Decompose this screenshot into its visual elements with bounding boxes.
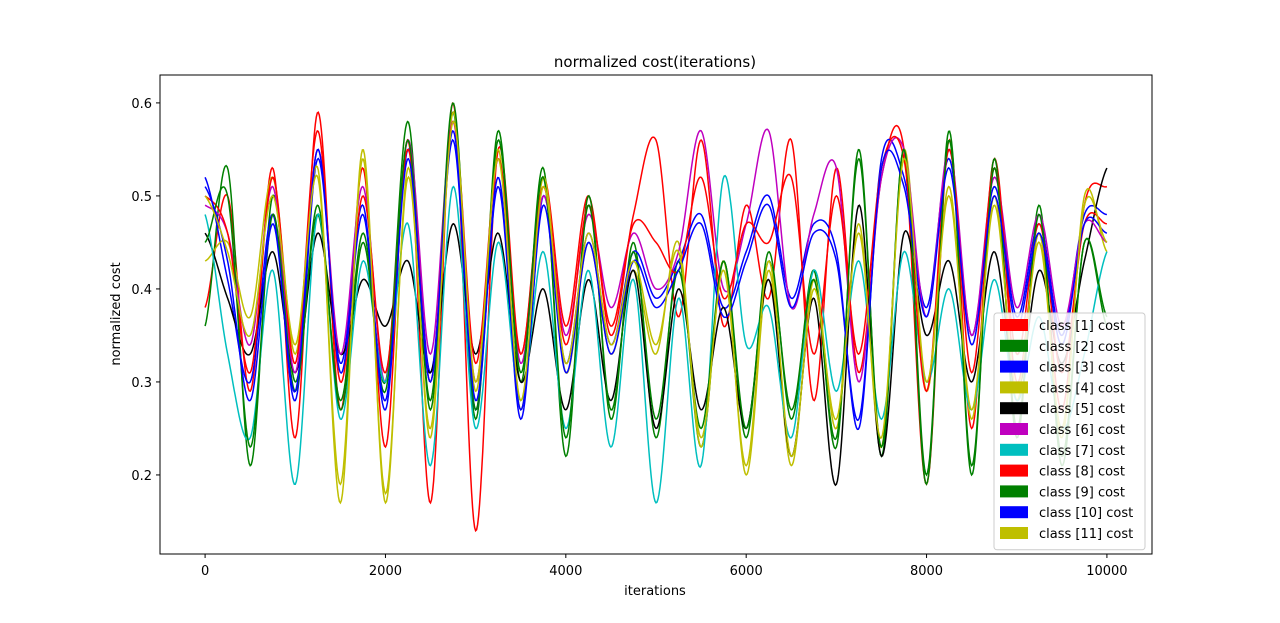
legend-swatch	[1000, 402, 1028, 415]
y-axis: 0.2 0.3 0.4 0.5 0.6	[131, 97, 160, 484]
legend-label: class [2] cost	[1039, 340, 1125, 355]
legend-label: class [4] cost	[1039, 381, 1125, 396]
legend-box	[993, 312, 1146, 551]
legend-label: class [6] cost	[1039, 423, 1125, 438]
x-tick-label: 8000	[910, 564, 943, 579]
legend-swatch	[1000, 381, 1028, 394]
x-tick-label: 6000	[730, 564, 763, 579]
legend-swatch	[1000, 319, 1028, 331]
y-tick-label: 0.3	[131, 376, 152, 391]
legend: class [1] cost class [2] cost class [3] co…	[993, 312, 1146, 551]
x-axis-label: iterations	[624, 584, 686, 599]
x-axis: 0 2000 4000 6000 8000 10000	[201, 554, 1128, 579]
legend-swatch	[1000, 485, 1028, 498]
legend-label: class [10] cost	[1039, 506, 1133, 521]
series-layer	[204, 102, 1108, 533]
x-tick-label: 10000	[1086, 564, 1127, 579]
legend-swatch	[1000, 360, 1028, 373]
legend-swatch	[1000, 443, 1028, 456]
plot-area	[159, 74, 1153, 555]
legend-label: class [1] cost	[1039, 319, 1125, 334]
y-tick-label: 0.4	[131, 283, 152, 298]
series-line-7	[204, 174, 1108, 504]
plot-frame	[159, 74, 1153, 555]
x-tick-label: 0	[201, 564, 209, 579]
legend-label: class [11] cost	[1039, 527, 1133, 542]
x-tick-label: 4000	[549, 564, 582, 579]
chart-title: normalized cost(iterations)	[554, 53, 756, 71]
legend-label: class [5] cost	[1039, 402, 1125, 417]
legend-label: class [9] cost	[1039, 485, 1125, 500]
legend-label: class [3] cost	[1039, 361, 1125, 376]
series-line-11	[204, 120, 1108, 495]
legend-label: class [7] cost	[1039, 444, 1125, 459]
legend-swatch	[1000, 527, 1028, 539]
legend-swatch	[1000, 506, 1028, 519]
series-line-6	[204, 120, 1108, 383]
x-tick-label: 2000	[369, 564, 402, 579]
series-line-3	[204, 138, 1107, 431]
legend-label: class [8] cost	[1039, 465, 1125, 480]
y-tick-label: 0.5	[131, 190, 152, 205]
legend-swatch	[1000, 464, 1028, 477]
series-line-10	[204, 130, 1108, 422]
legend-swatch	[1000, 423, 1028, 435]
y-axis-label: normalized cost	[109, 262, 124, 365]
legend-swatch	[1000, 339, 1028, 352]
y-tick-label: 0.2	[131, 469, 152, 484]
y-tick-label: 0.6	[131, 97, 152, 112]
series-line-8	[204, 120, 1107, 393]
